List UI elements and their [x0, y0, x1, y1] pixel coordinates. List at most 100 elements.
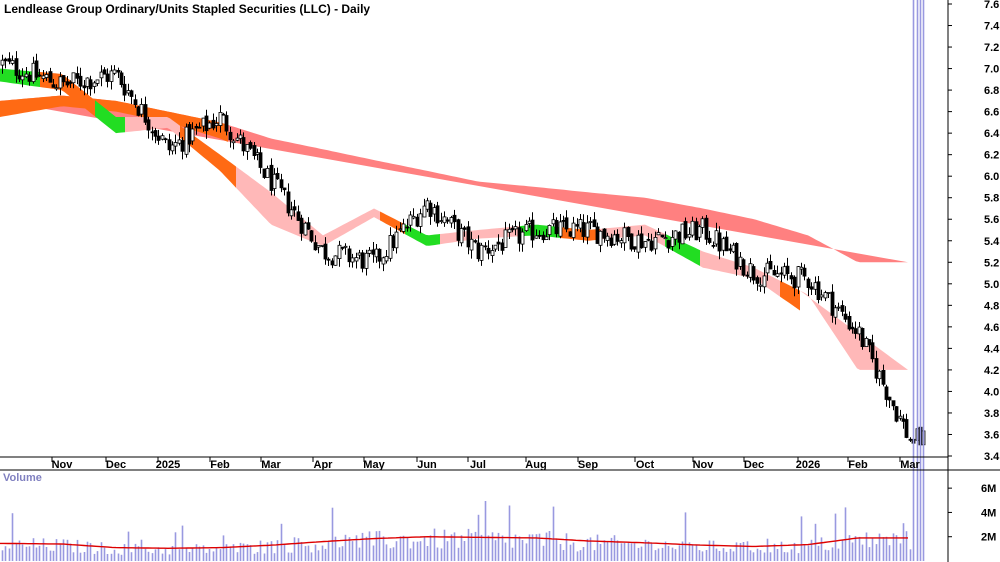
x-axis-tick-label: May: [363, 459, 385, 471]
candle-body: [37, 74, 42, 77]
long-ema-band-rising-segment: [0, 95, 228, 142]
candle-body: [146, 119, 151, 131]
candle-body: [513, 226, 518, 230]
candle-body: [187, 124, 192, 145]
candle-body: [711, 244, 716, 247]
candle-body: [881, 369, 886, 385]
candle-body: [231, 140, 236, 144]
x-axis-tick-label: Feb: [210, 459, 230, 471]
candle-body: [316, 244, 321, 248]
candle-body: [425, 200, 430, 210]
candle-body: [687, 233, 692, 238]
price-y-tick-label: 3.6: [984, 429, 999, 441]
x-axis-tick-label: Sep: [578, 459, 598, 471]
candle-body: [422, 205, 427, 218]
candle-body: [48, 71, 53, 83]
candle-body: [54, 87, 59, 90]
candle-body: [717, 232, 722, 252]
candle-body: [830, 291, 835, 316]
candle-body: [588, 221, 593, 223]
candle-body: [323, 243, 328, 260]
candle-body: [371, 249, 376, 255]
candle-body: [153, 130, 158, 137]
volume-y-tick-label: 6M: [981, 483, 996, 495]
candle-body: [102, 69, 107, 75]
price-y-tick-label: 5.4: [984, 236, 1000, 248]
candle-body: [850, 326, 855, 330]
candle-body: [418, 213, 423, 227]
candle-body: [510, 227, 515, 231]
candle-body: [483, 245, 488, 248]
candle-body: [10, 60, 15, 64]
candle-body: [445, 219, 450, 222]
candle-body: [700, 218, 705, 228]
candle-body: [306, 222, 311, 230]
candle-body: [92, 82, 97, 87]
candle-body: [34, 60, 39, 78]
candle-body: [476, 242, 481, 260]
candle-body: [44, 74, 49, 78]
candle-body: [745, 274, 750, 277]
candle-body: [626, 226, 631, 238]
chart-title: Lendlease Group Ordinary/Units Stapled S…: [4, 2, 371, 16]
price-y-tick-label: 3.4: [984, 451, 1000, 463]
candle-body: [65, 81, 70, 86]
candle-body: [272, 173, 277, 190]
candle-body: [24, 73, 29, 78]
candle-body: [544, 236, 549, 240]
candle-body: [20, 75, 25, 81]
candle-body: [799, 266, 804, 270]
candle-body: [891, 400, 896, 407]
price-y-tick-label: 6.4: [984, 128, 1000, 140]
candle-body: [551, 219, 556, 225]
x-axis-tick-label: Dec: [106, 459, 126, 471]
candle-body: [847, 315, 852, 330]
candle-body: [496, 241, 501, 245]
candle-body: [789, 275, 794, 280]
candle-body: [622, 227, 627, 244]
candle-body: [0, 59, 5, 66]
candle-body: [629, 233, 634, 250]
candle-body: [558, 221, 563, 237]
candle-body: [537, 234, 542, 237]
candle-body: [656, 232, 661, 236]
candle-body: [61, 75, 66, 83]
short-ema-band-segment: [95, 100, 125, 134]
candle-body: [221, 113, 226, 116]
candle-body: [381, 257, 386, 265]
candle-body: [806, 278, 811, 289]
candle-body: [330, 260, 335, 266]
candle-body: [864, 337, 869, 347]
candle-body: [68, 81, 73, 84]
candle-body: [41, 75, 46, 80]
price-y-tick-label: 7.4: [984, 21, 1000, 33]
candle-body: [282, 187, 287, 191]
candle-body: [184, 126, 189, 155]
short-ema-band-segment: [236, 166, 380, 247]
candle-body: [207, 122, 212, 129]
candle-body: [680, 223, 685, 245]
candle-body: [235, 137, 240, 141]
candle-body: [333, 255, 338, 266]
candle-body: [666, 240, 671, 249]
candle-body: [486, 247, 491, 254]
x-axis-tick-label: Mar: [261, 459, 281, 471]
candle-body: [133, 99, 138, 105]
candle-body: [833, 307, 838, 318]
candle-body: [3, 58, 8, 62]
candle-body: [646, 238, 651, 241]
candle-body: [435, 205, 440, 224]
price-y-tick-label: 5.0: [984, 279, 999, 291]
candle-body: [71, 72, 76, 84]
candle-body: [768, 260, 773, 270]
x-axis-tick-label: 2025: [156, 459, 180, 471]
candle-body: [670, 236, 675, 247]
candle-body: [255, 152, 260, 155]
candle-body: [663, 237, 668, 240]
candle-body: [248, 142, 253, 149]
candle-body: [605, 235, 610, 241]
candle-body: [690, 220, 695, 236]
candle-body: [388, 234, 393, 259]
candle-body: [7, 58, 12, 62]
candle-body: [874, 358, 879, 379]
